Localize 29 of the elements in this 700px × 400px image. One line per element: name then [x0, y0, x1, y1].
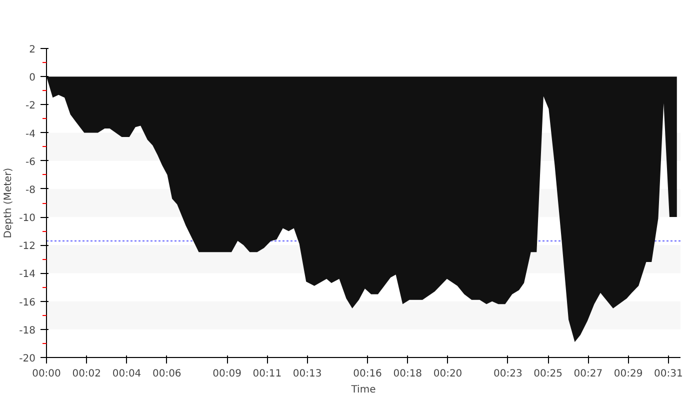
y-axis-title: Depth (Meter)	[3, 168, 14, 238]
y-tick-label: -16	[19, 297, 36, 308]
x-tick-label: 00:29	[614, 368, 643, 380]
x-tick-label: 00:23	[494, 368, 522, 380]
y-tick-label: -6	[26, 156, 36, 168]
y-tick-label: -12	[19, 241, 36, 252]
x-tick-label: 00:18	[393, 368, 422, 380]
y-tick-label: 0	[29, 72, 36, 84]
x-tick-label: 00:20	[433, 368, 462, 380]
x-tick-label: 00:02	[72, 368, 102, 380]
x-tick-label: 00:16	[353, 368, 382, 380]
x-tick-label: 00:13	[292, 368, 322, 380]
x-tick-label: 00:00	[32, 368, 61, 380]
y-tick-label: -20	[19, 354, 36, 364]
y-tick-label: -4	[26, 128, 36, 140]
x-tick-label: 00:04	[112, 368, 142, 380]
y-tick-label: -2	[26, 100, 36, 112]
y-tick-label: -18	[19, 325, 36, 336]
x-axis-title: Time	[350, 384, 376, 396]
x-tick-label: 00:27	[574, 368, 603, 380]
x-tick-label: 00:09	[212, 368, 242, 380]
y-tick-label: -8	[26, 184, 36, 196]
x-tick-label: 00:25	[534, 368, 562, 380]
x-tick-label: 00:06	[152, 368, 182, 380]
y-tick-label: -14	[19, 269, 36, 280]
x-tick-label: 00:31	[654, 368, 683, 380]
x-tick-label: 00:11	[252, 368, 282, 380]
y-tick-label: 2	[29, 44, 36, 56]
y-tick-label: -10	[19, 213, 36, 224]
